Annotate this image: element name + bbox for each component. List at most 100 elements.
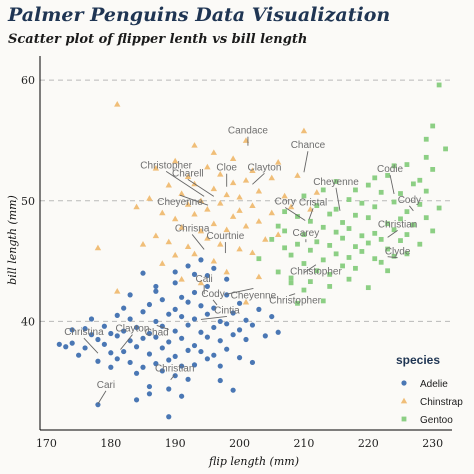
annotation-label: Cody: [201, 289, 224, 300]
gentoo-point: [320, 187, 326, 193]
gentoo-point: [385, 246, 391, 252]
chart-title: Palmer Penguins Data Visualization: [8, 4, 391, 26]
annotation: Cheyenne: [225, 288, 277, 301]
legend-title: species: [396, 353, 440, 367]
x-tick-label: 170: [36, 437, 57, 450]
adelie-point: [166, 339, 172, 345]
x-tick-label: 200: [229, 437, 250, 450]
x-axis-title: flip length (mm): [208, 455, 299, 468]
gentoo-point: [288, 252, 294, 258]
annotation: Cristal: [299, 197, 327, 220]
chinstrap-point: [236, 245, 243, 252]
adelie-point: [179, 335, 185, 341]
gentoo-point: [314, 203, 320, 208]
annotation: Cody: [398, 195, 421, 212]
adelie-point: [101, 323, 107, 329]
adelie-point: [153, 334, 159, 340]
annotation-label: Christopher: [140, 160, 192, 171]
annotation-label: Cheyenne: [313, 177, 359, 188]
annotation-label: Charell: [172, 168, 204, 179]
adelie-point: [159, 368, 165, 374]
gentoo-point: [391, 163, 397, 169]
gentoo-point: [333, 179, 339, 184]
gentoo-point: [410, 181, 416, 187]
adelie-point: [172, 373, 178, 379]
gentoo-point: [365, 285, 371, 291]
adelie-point: [198, 257, 204, 263]
annotation-leader: [303, 151, 309, 173]
chinstrap-point: [210, 220, 218, 227]
gentoo-point: [346, 255, 352, 260]
gentoo-point: [372, 175, 378, 181]
annotation: Christian: [378, 219, 417, 238]
annotation-label: Clyde: [385, 247, 411, 258]
series-chinstrap: [94, 101, 321, 305]
gentoo-point: [430, 228, 436, 234]
gentoo-point: [275, 223, 281, 229]
adelie-point: [211, 305, 217, 311]
chinstrap-point: [249, 249, 256, 256]
gentoo-point: [269, 236, 275, 242]
chinstrap-point: [249, 167, 256, 174]
legend-marker-gentoo: [401, 416, 407, 422]
adelie-point: [224, 276, 230, 282]
gentoo-point: [385, 268, 391, 274]
chinstrap-point: [274, 158, 282, 165]
annotation-label: Christopher: [269, 296, 321, 307]
gridlines: [40, 79, 452, 322]
chinstrap-point: [217, 241, 224, 247]
gentoo-point: [436, 82, 442, 88]
adelie-point: [191, 342, 198, 349]
annotation-leader: [252, 172, 265, 185]
legend-marker-chinstrap: [400, 397, 408, 404]
annotation-label: Cory: [275, 196, 296, 207]
annotation: Charell: [172, 168, 215, 197]
annotation-label: Cari: [97, 380, 115, 391]
annotation-leader: [83, 337, 99, 354]
annotation: Cari: [97, 380, 115, 405]
chinstrap-point: [242, 177, 250, 183]
gentoo-point: [404, 209, 410, 215]
chinstrap-point: [223, 226, 230, 233]
adelie-point: [146, 391, 153, 397]
adelie-point: [262, 333, 268, 339]
adelie-point: [217, 377, 223, 384]
adelie-point: [211, 352, 217, 358]
annotation: Carey: [293, 228, 319, 243]
annotation-leader: [179, 194, 209, 206]
adelie-point: [185, 322, 191, 328]
adelie-point: [204, 272, 210, 279]
annotation-leader: [409, 205, 414, 212]
gentoo-point: [295, 241, 300, 247]
annotation: Christina: [64, 327, 104, 354]
legend: species Adelie Chinstrap Gentoo: [396, 353, 463, 426]
gentoo-point: [417, 241, 423, 247]
adelie-point: [153, 318, 159, 325]
annotation-leader: [225, 288, 254, 295]
chinstrap-point: [204, 206, 211, 212]
chinstrap-point: [229, 155, 237, 161]
adelie-point: [211, 324, 217, 331]
legend-marker-adelie: [401, 380, 407, 386]
annotation: Courtnie: [206, 231, 245, 254]
chinstrap-point: [300, 127, 308, 134]
chinstrap-point: [139, 241, 147, 247]
annotation-leader: [187, 178, 215, 197]
adelie-point: [82, 326, 88, 332]
y-tick-labels: 40 50 60: [21, 74, 35, 328]
gentoo-point: [327, 271, 333, 277]
chinstrap-point: [242, 298, 250, 305]
gentoo-point: [314, 268, 320, 274]
annotation: Clayton: [247, 162, 281, 185]
annotation: Candace: [228, 126, 268, 146]
adelie-point: [204, 283, 210, 290]
gentoo-point: [372, 230, 378, 236]
annotation: Cali: [196, 274, 213, 295]
chinstrap-point: [313, 189, 321, 195]
gentoo-point: [256, 256, 262, 262]
gentoo-point: [346, 226, 352, 231]
chinstrap-point: [165, 181, 172, 188]
adelie-point: [108, 330, 114, 337]
adelie-point: [204, 334, 210, 340]
